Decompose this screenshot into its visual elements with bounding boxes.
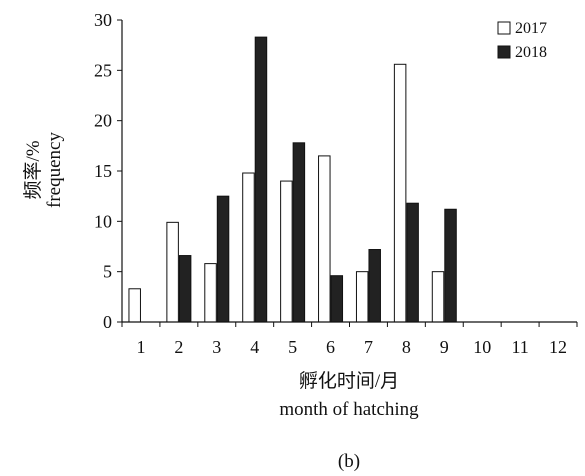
bar-2018-9 [444, 208, 457, 323]
y-tick-label: 25 [94, 60, 112, 80]
y-axis-title: 频率/% frequency [22, 132, 65, 208]
x-tick-label: 9 [440, 337, 449, 357]
bar-2018-5 [292, 142, 306, 323]
y-axis-title-cn: 频率/% [22, 140, 44, 199]
y-tick-label: 5 [103, 262, 112, 282]
bar-2018-4 [254, 36, 268, 323]
panel-label: (b) [338, 451, 360, 472]
y-tick-label: 30 [94, 10, 112, 30]
legend-swatch-2017 [497, 21, 511, 35]
bar-2017-5 [280, 180, 293, 323]
bar-2018-8 [406, 202, 419, 323]
legend: 2017 2018 [497, 20, 547, 61]
y-tick-label: 0 [103, 312, 112, 332]
x-tick-label: 1 [136, 337, 145, 357]
bar-2017-8 [393, 63, 407, 323]
bar-2017-6 [318, 155, 331, 323]
x-tick-label: 3 [212, 337, 221, 357]
x-axis: 1 2 3 4 5 6 7 8 9 10 11 12 [121, 321, 578, 357]
y-tick-label: 20 [94, 111, 112, 131]
bar-2018-6 [330, 275, 344, 323]
legend-swatch-2018 [497, 45, 511, 59]
legend-label-2018: 2018 [515, 44, 547, 61]
x-tick-label: 8 [402, 337, 411, 357]
x-axis-title-en: month of hatching [279, 399, 419, 420]
legend-label-2017: 2017 [515, 20, 547, 37]
bar-2018-7 [368, 249, 381, 323]
x-tick-label: 4 [250, 337, 259, 357]
x-tick-label: 12 [549, 337, 567, 357]
bar-2017-3 [204, 263, 217, 323]
y-tick-label: 15 [94, 161, 112, 181]
x-axis-title: 孵化时间/月 month of hatching [279, 370, 419, 420]
bar-2017-2 [166, 221, 179, 323]
bar-2017-9 [431, 271, 445, 323]
bar-2017-1 [128, 288, 141, 323]
x-tick-label: 6 [326, 337, 335, 357]
bar-2017-7 [355, 271, 369, 323]
x-tick-label: 2 [174, 337, 183, 357]
bar-2017-4 [242, 172, 255, 323]
y-axis-title-en: frequency [44, 132, 65, 208]
x-axis-title-cn: 孵化时间/月 [299, 370, 399, 392]
x-tick-label: 10 [473, 337, 491, 357]
x-tick-label: 5 [288, 337, 297, 357]
y-axis: 0 5 10 15 20 25 30 [94, 10, 123, 332]
bar-2018-2 [178, 255, 192, 323]
x-tick-label: 7 [364, 337, 373, 357]
bar-2018-3 [216, 195, 230, 323]
plot-area [128, 36, 457, 323]
x-tick-label: 11 [511, 337, 528, 357]
y-tick-label: 10 [94, 211, 112, 231]
